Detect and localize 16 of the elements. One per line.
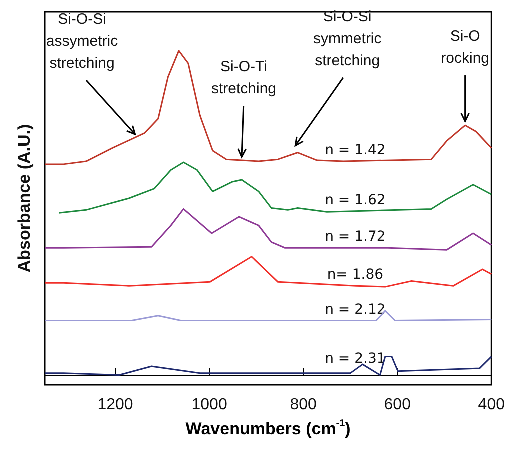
annotation: Si-O-Ti stretching bbox=[211, 58, 277, 98]
y-axis-title: Absorbance (A.U.) bbox=[15, 124, 34, 273]
series-label: n = 1.72 bbox=[325, 229, 386, 246]
series-label: n= 1.86 bbox=[327, 267, 384, 284]
x-tick-label: 400 bbox=[478, 396, 506, 414]
x-tick-label: 800 bbox=[290, 396, 318, 414]
x-tick-label: 600 bbox=[384, 396, 412, 414]
series-label: n = 2.12 bbox=[325, 302, 386, 318]
x-tick-label: 1000 bbox=[192, 396, 228, 414]
annotation: Si-O-Si assymetric stretching bbox=[46, 10, 119, 72]
annotation: Si-O-Si symmetric stretching bbox=[313, 8, 382, 70]
annotation: Si-O rocking bbox=[441, 28, 490, 68]
series-label: n = 1.42 bbox=[325, 142, 386, 158]
x-tick-label: 1200 bbox=[98, 396, 134, 414]
series-label: n = 2.31 bbox=[325, 350, 386, 367]
series-label: n = 1.62 bbox=[325, 192, 386, 208]
